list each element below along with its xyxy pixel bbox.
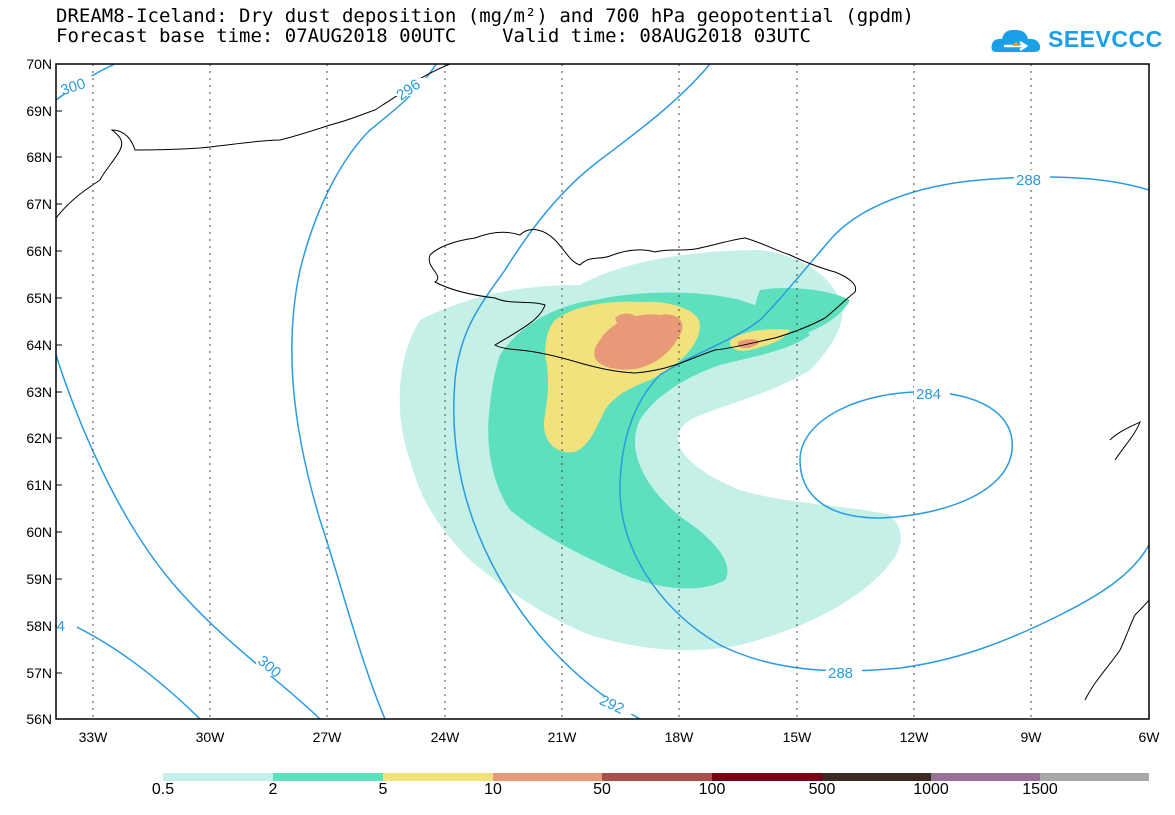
- legend-label: 1500: [1022, 781, 1058, 798]
- legend-label: 500: [808, 781, 836, 798]
- map-title: DREAM8-Iceland: Dry dust deposition (mg/…: [56, 5, 914, 27]
- lat-label: 60N: [26, 524, 52, 540]
- forecast-time-line: Forecast base time: 07AUG2018 00UTC Vali…: [56, 25, 811, 47]
- lon-label: 30W: [196, 729, 226, 745]
- lon-label: 6W: [1139, 729, 1161, 745]
- seevccc-logo: [991, 29, 1041, 52]
- lon-label: 21W: [548, 729, 578, 745]
- lat-label: 61N: [26, 477, 52, 493]
- lat-label: 58N: [26, 618, 52, 634]
- lat-label: 65N: [26, 290, 52, 306]
- lat-label: 66N: [26, 243, 52, 259]
- contour-288: [619, 176, 1149, 672]
- contour-292: [453, 64, 711, 719]
- contour-304: [56, 617, 201, 719]
- contour-label: 288: [828, 665, 853, 682]
- legend-swatch: [493, 773, 602, 781]
- greenland-coast: [56, 64, 451, 219]
- contour-label: 304: [40, 618, 65, 635]
- coastlines: [56, 64, 1149, 701]
- contour-284: [799, 391, 1013, 519]
- contour-label: 284: [916, 386, 941, 403]
- legend-label: 5: [378, 781, 388, 798]
- legend-swatch: [822, 773, 931, 781]
- lat-label: 62N: [26, 430, 52, 446]
- lon-label: 9W: [1021, 729, 1043, 745]
- legend-label: 50: [593, 781, 611, 798]
- legend-swatch: [163, 773, 273, 781]
- legend-swatch: [383, 773, 493, 781]
- legend-swatch: [931, 773, 1040, 781]
- legend-swatch: [712, 773, 822, 781]
- lon-label: 33W: [79, 729, 109, 745]
- legend-label: 100: [698, 781, 726, 798]
- geopotential-contours: [56, 64, 1149, 719]
- lat-label: 68N: [26, 149, 52, 165]
- scotland-coast: [1084, 420, 1149, 701]
- legend-swatch: [602, 773, 712, 781]
- lat-label: 64N: [26, 337, 52, 353]
- contour-label: 300: [254, 652, 284, 681]
- legend-label: 10: [484, 781, 502, 798]
- legend-colorbar: [163, 773, 1149, 781]
- lat-label: 57N: [26, 665, 52, 681]
- legend-label: 0.5: [151, 781, 175, 798]
- lon-label: 24W: [431, 729, 461, 745]
- iceland-coast: [428, 229, 857, 374]
- legend-swatch: [273, 773, 383, 781]
- legend-label: 2: [268, 781, 278, 798]
- contour-296: [291, 64, 437, 719]
- contour-label: 288: [1016, 172, 1041, 189]
- lon-label: 18W: [665, 729, 695, 745]
- dust-deposition-field: [399, 250, 901, 651]
- logo-text: SEEVCCC: [1048, 26, 1163, 52]
- lat-label: 67N: [26, 196, 52, 212]
- lat-ticks: [56, 110, 62, 674]
- lat-label: 70N: [26, 56, 52, 72]
- dust-band-10: [594, 314, 683, 370]
- contour-label: 300: [59, 75, 88, 99]
- lat-label: 56N: [26, 711, 52, 727]
- legend-swatch: [1040, 773, 1149, 781]
- lon-labels: 33W 30W 27W 24W 21W 18W 15W 12W 9W 6W: [79, 729, 1161, 745]
- cloud-icon: [991, 29, 1041, 52]
- lon-label: 12W: [900, 729, 930, 745]
- lat-label: 69N: [26, 103, 52, 119]
- dust-band-10-peak: [615, 313, 638, 328]
- lat-labels: 70N 69N 68N 67N 66N 65N 64N 63N 62N 61N …: [26, 56, 52, 727]
- lat-label: 63N: [26, 384, 52, 400]
- lon-label: 15W: [783, 729, 813, 745]
- legend-label: 1000: [913, 781, 949, 798]
- lat-label: 59N: [26, 571, 52, 587]
- lon-label: 27W: [313, 729, 343, 745]
- contour-300: [56, 354, 321, 719]
